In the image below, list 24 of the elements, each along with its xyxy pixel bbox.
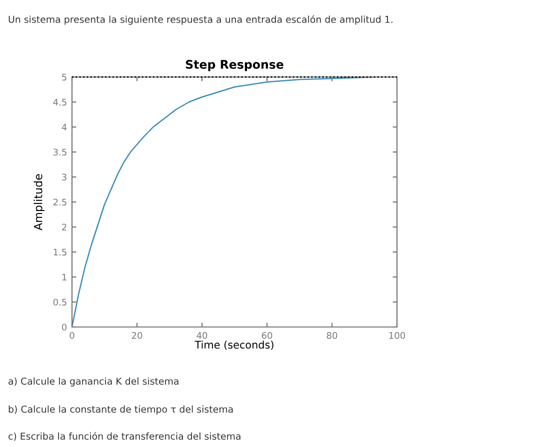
x-tick-label: 40 [196, 332, 208, 339]
y-tick-label: 4.5 [53, 98, 66, 106]
x-axis-title: Time (seconds) [194, 340, 274, 350]
y-tick-label: 2 [62, 224, 66, 230]
text: b) Calcule la constante de tiempo τ del sistema [8, 405, 233, 415]
text: c) Escriba la función de transferencia del sistema [8, 432, 240, 441]
y-tick-label: 4 [62, 124, 67, 130]
y-tick-label: 5 [62, 74, 66, 81]
y-tick-label: 2.5 [53, 198, 66, 206]
x-tick-label: 20 [132, 332, 142, 339]
y-tick-label: 0 [62, 324, 67, 331]
x-tick-label: 100 [389, 332, 406, 339]
y-tick-label: 3.5 [53, 148, 66, 156]
y-tick-label: 0.5 [53, 298, 66, 306]
text: Un sistema presenta la siguiente respuesta a una entrada escalón de amplitud 1. [8, 15, 392, 25]
text: a) Calcule la ganancia K del sistema [8, 377, 178, 387]
y-tick-label: 1.5 [54, 248, 66, 256]
x-tick-label: 80 [326, 332, 338, 339]
x-tick-label: 60 [262, 332, 272, 339]
y-tick-label: 1 [62, 274, 66, 280]
x-tick-label: 0 [70, 332, 74, 339]
y-axis-title: Amplitude [34, 174, 44, 230]
chart-title: Step Response [186, 60, 284, 72]
y-tick-label: 3 [62, 174, 66, 181]
